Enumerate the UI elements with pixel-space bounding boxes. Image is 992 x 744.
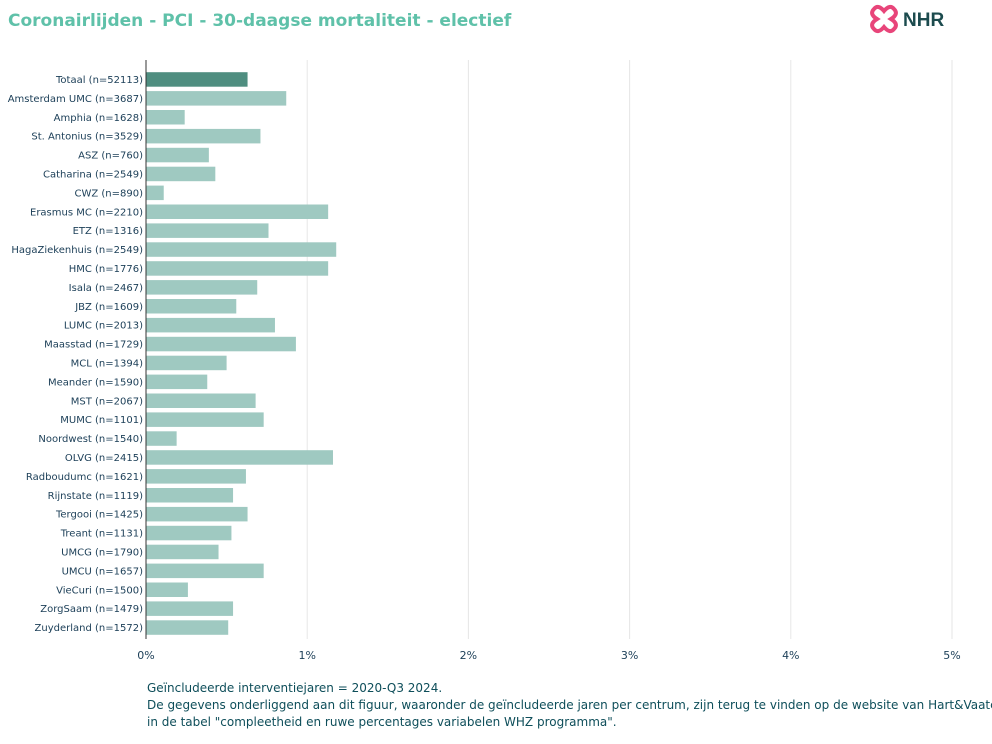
- category-label: Amphia (n=1628): [54, 113, 143, 124]
- bar: [146, 506, 248, 522]
- bar-chart: Totaal (n=52113) Amsterdam UMC (n=3687) Am…: [8, 60, 961, 662]
- bar: [146, 393, 256, 408]
- bar-total: [146, 72, 248, 87]
- category-label: Tergooi (n=1425): [55, 510, 143, 521]
- bar: [146, 280, 258, 295]
- bar: [146, 582, 188, 597]
- category-label: Catharina (n=2549): [43, 169, 143, 180]
- bar: [146, 128, 261, 144]
- x-tick-label: 3%: [621, 649, 638, 662]
- category-labels: Totaal (n=52113) Amsterdam UMC (n=3687) Am…: [8, 75, 143, 634]
- bar: [146, 431, 177, 446]
- bar: [146, 450, 333, 465]
- bar: [146, 204, 329, 219]
- bar: [146, 147, 209, 163]
- footnote-line-2: De gegevens onderliggend aan dit figuur,…: [147, 698, 992, 712]
- bar: [146, 469, 246, 484]
- category-label: UMCG (n=1790): [61, 547, 143, 558]
- category-label: MST (n=2067): [71, 396, 143, 407]
- category-label: Zuyderland (n=1572): [35, 623, 144, 634]
- category-label: UMCU (n=1657): [62, 566, 143, 577]
- category-label: LUMC (n=2013): [64, 321, 143, 332]
- category-label: Treant (n=1131): [60, 529, 143, 540]
- category-label: St. Antonius (n=3529): [31, 132, 143, 143]
- bar: [146, 166, 216, 182]
- bar: [146, 355, 227, 371]
- bar: [146, 488, 234, 503]
- bar: [146, 317, 275, 333]
- bar: [146, 223, 269, 238]
- footnote-line-1: Geïncludeerde interventiejaren = 2020-Q3…: [147, 681, 443, 695]
- bar: [146, 185, 164, 201]
- bar: [146, 91, 287, 106]
- category-label: MCL (n=1394): [71, 358, 143, 369]
- bar: [146, 563, 264, 579]
- category-label: JBZ (n=1609): [74, 302, 143, 313]
- category-label: Noordwest (n=1540): [38, 434, 143, 445]
- bars: [146, 72, 337, 635]
- nhr-logo: NHR: [870, 4, 944, 34]
- category-label: Erasmus MC (n=2210): [30, 207, 143, 218]
- x-tick-label: 5%: [943, 649, 960, 662]
- category-label: ZorgSaam (n=1479): [40, 604, 143, 615]
- x-tick-label: 1%: [298, 649, 315, 662]
- category-label: Radboudumc (n=1621): [26, 472, 143, 483]
- category-label: Amsterdam UMC (n=3687): [8, 94, 143, 105]
- bar: [146, 412, 264, 427]
- x-tick-label: 4%: [782, 649, 799, 662]
- bar: [146, 299, 237, 314]
- bar: [146, 336, 296, 352]
- x-tick-labels: 0% 1% 2% 3% 4% 5%: [137, 649, 960, 662]
- chart-title: Coronairlijden - PCI - 30-daagse mortali…: [8, 11, 512, 31]
- logo-text: NHR: [903, 10, 944, 31]
- category-label: ASZ (n=760): [78, 151, 143, 162]
- category-label: MUMC (n=1101): [60, 415, 143, 426]
- bar: [146, 525, 232, 541]
- bar: [146, 261, 329, 276]
- nhr-cross-logo-icon: [870, 4, 898, 34]
- bar: [146, 620, 229, 635]
- category-label: Rijnstate (n=1119): [48, 491, 143, 502]
- bar: [146, 601, 234, 616]
- category-label: Meander (n=1590): [48, 377, 143, 388]
- category-label: Maasstad (n=1729): [44, 340, 143, 351]
- category-label: HMC (n=1776): [69, 264, 143, 275]
- category-label: Totaal (n=52113): [55, 75, 143, 86]
- category-label: HagaZiekenhuis (n=2549): [11, 245, 143, 256]
- bar: [146, 110, 185, 125]
- x-tick-label: 0%: [137, 649, 154, 662]
- category-label: ETZ (n=1316): [73, 226, 144, 237]
- bar: [146, 374, 208, 390]
- category-label: CWZ (n=890): [74, 188, 143, 199]
- category-label: Isala (n=2467): [69, 283, 143, 294]
- category-label: VieCuri (n=1500): [56, 585, 143, 596]
- footnote-line-3: in de tabel "compleetheid en ruwe percen…: [147, 715, 617, 729]
- bar: [146, 544, 219, 560]
- gridlines: [306, 60, 953, 639]
- bar: [146, 242, 337, 257]
- x-tick-label: 2%: [460, 649, 477, 662]
- category-label: OLVG (n=2415): [65, 453, 143, 464]
- footnote: Geïncludeerde interventiejaren = 2020-Q3…: [147, 680, 992, 731]
